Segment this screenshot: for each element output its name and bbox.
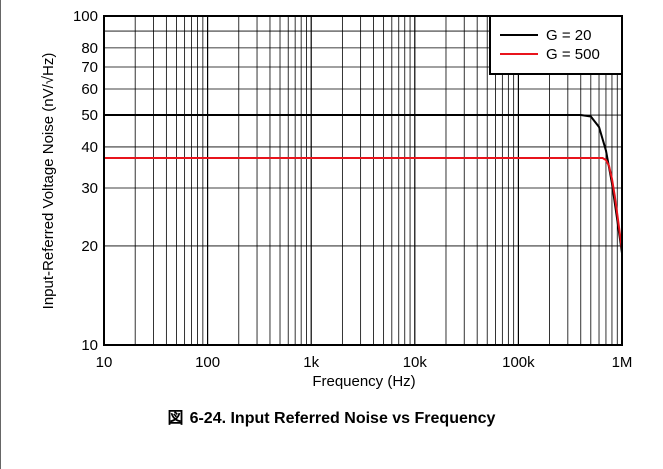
y-tick-label: 80 bbox=[81, 40, 98, 57]
y-tick-label: 50 bbox=[81, 107, 98, 124]
x-tick-label: 100k bbox=[502, 354, 535, 371]
y-tick-label: 20 bbox=[81, 238, 98, 255]
y-tick-label: 40 bbox=[81, 139, 98, 156]
x-tick-label: 100 bbox=[195, 354, 220, 371]
legend-label: G = 20 bbox=[546, 27, 591, 44]
y-axis-label: Input-Referred Voltage Noise (nV/√Hz) bbox=[40, 53, 57, 310]
series-line-1 bbox=[104, 114, 623, 254]
x-tick-label: 1k bbox=[303, 354, 319, 371]
x-tick-label: 1M bbox=[612, 354, 633, 371]
plot-frame bbox=[103, 15, 623, 346]
x-tick-label: 10 bbox=[96, 354, 113, 371]
y-tick-label: 100 bbox=[73, 8, 98, 25]
y-tick-label: 70 bbox=[81, 59, 98, 76]
grid bbox=[103, 16, 622, 346]
series-layer bbox=[104, 114, 623, 254]
figure-mark: 図 bbox=[167, 410, 184, 427]
legend-box bbox=[489, 15, 623, 75]
x-tick-label: 10k bbox=[403, 354, 428, 371]
legend-label: G = 500 bbox=[546, 46, 600, 63]
y-tick-labels: 10 20 30 40 50 60 70 80 100 bbox=[73, 8, 98, 354]
x-tick-labels: 10 100 1k 10k 100k 1M bbox=[96, 354, 633, 371]
legend: G = 20 G = 500 bbox=[489, 15, 623, 75]
y-tick-label: 60 bbox=[81, 81, 98, 98]
x-axis-label: Frequency (Hz) bbox=[312, 373, 415, 390]
figure-caption: 図 6-24. Input Referred Noise vs Frequency bbox=[0, 404, 663, 428]
y-tick-label: 10 bbox=[81, 337, 98, 354]
series-line-2 bbox=[104, 157, 623, 250]
y-tick-label: 30 bbox=[81, 180, 98, 197]
page-border-left bbox=[0, 0, 1, 469]
figure-caption-text: 6-24. Input Referred Noise vs Frequency bbox=[189, 410, 496, 427]
noise-vs-frequency-chart: 10 100 1k 10k 100k 1M 10 20 30 40 50 60 70 80 100 Fre… bbox=[40, 8, 633, 390]
